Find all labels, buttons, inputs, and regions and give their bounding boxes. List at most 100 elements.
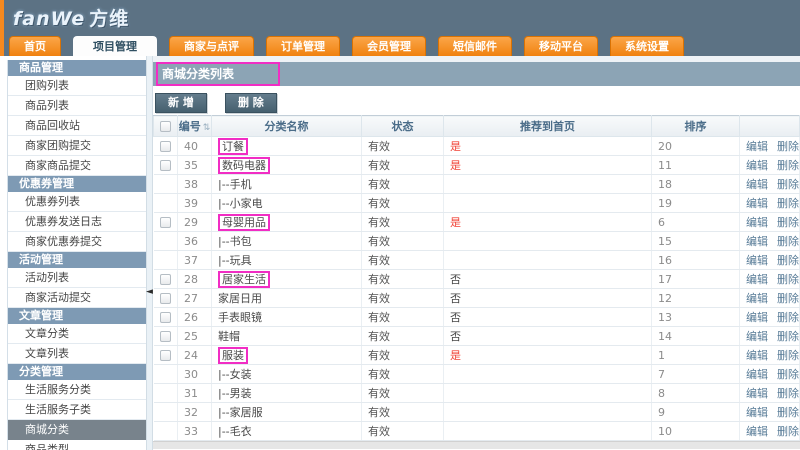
add-button[interactable]: 新 增 [155, 93, 207, 113]
content-titlebar: 商城分类列表 [153, 62, 800, 86]
nav-tab[interactable]: 短信邮件 [438, 36, 512, 56]
table-header-row: 编号 ⇅ 分类名称 状态 推荐到首页 排序 [153, 115, 800, 137]
row-actions-cell: 编辑 删除 [739, 326, 800, 346]
delete-link[interactable]: 删除 [777, 368, 799, 381]
row-id: 35 [177, 155, 212, 175]
delete-button[interactable]: 删 除 [224, 93, 277, 113]
edit-link[interactable]: 编辑 [746, 273, 768, 286]
row-recommend: 是 [443, 136, 652, 156]
header-id-label: 编号 [178, 120, 201, 133]
delete-link[interactable]: 删除 [777, 311, 799, 324]
sidebar-item[interactable]: 文章列表 [8, 344, 146, 364]
edit-link[interactable]: 编辑 [746, 368, 768, 381]
select-all-checkbox[interactable] [160, 120, 171, 132]
sidebar-item[interactable]: 商城分类 [8, 420, 146, 440]
row-checkbox[interactable] [159, 159, 171, 171]
row-checkbox[interactable] [159, 292, 171, 304]
edit-link[interactable]: 编辑 [746, 197, 768, 210]
row-name-cell: 订餐 [211, 136, 362, 156]
row-checkbox[interactable] [159, 311, 171, 323]
row-checkbox[interactable] [159, 330, 171, 342]
nav-tab[interactable]: 项目管理 [73, 36, 157, 56]
edit-link[interactable]: 编辑 [746, 140, 768, 153]
main-content: 商城分类列表 新 增 删 除 编号 ⇅ 分类名称 [153, 56, 800, 450]
sidebar-splitter[interactable]: ◄ [146, 56, 153, 450]
nav-tab[interactable]: 系统设置 [610, 36, 684, 56]
row-actions-cell: 编辑 删除 [739, 174, 800, 194]
sidebar-item[interactable]: 优惠券发送日志 [8, 212, 146, 232]
sidebar-item[interactable]: 生活服务子类 [8, 400, 146, 420]
row-recommend: 是 [443, 345, 652, 365]
edit-link[interactable]: 编辑 [746, 235, 768, 248]
edit-link[interactable]: 编辑 [746, 311, 768, 324]
sort-icon[interactable]: ⇅ [202, 123, 211, 133]
category-table-body: 40 订餐 有效是 20 编辑 删除 35 数码电器 有效是 11 编辑 删除 38 |--手机 有效 18 编… [153, 136, 800, 441]
sidebar-item[interactable]: 商家团购提交 [8, 136, 146, 156]
sidebar-item[interactable]: 优惠券列表 [8, 192, 146, 212]
nav-tab[interactable]: 商家与点评 [169, 36, 254, 56]
delete-link[interactable]: 删除 [777, 273, 799, 286]
delete-link[interactable]: 删除 [777, 178, 799, 191]
row-status: 有效 [361, 345, 444, 365]
delete-link[interactable]: 删除 [777, 387, 799, 400]
nav-tab[interactable]: 首页 [9, 36, 61, 56]
category-name: |--毛衣 [218, 425, 252, 438]
nav-tab[interactable]: 订单管理 [266, 36, 340, 56]
sidebar-item[interactable]: 生活服务分类 [8, 380, 146, 400]
sidebar-section-title: 活动管理 [8, 252, 146, 268]
header-id[interactable]: 编号 ⇅ [177, 115, 212, 137]
edit-link[interactable]: 编辑 [746, 292, 768, 305]
edit-link[interactable]: 编辑 [746, 330, 768, 343]
sidebar-item[interactable]: 商品回收站 [8, 116, 146, 136]
edit-link[interactable]: 编辑 [746, 178, 768, 191]
row-sort: 14 [651, 326, 740, 346]
sidebar-item[interactable]: 商家优惠券提交 [8, 232, 146, 252]
sidebar-item[interactable]: 团购列表 [8, 76, 146, 96]
row-recommend [443, 383, 652, 403]
edit-link[interactable]: 编辑 [746, 159, 768, 172]
delete-link[interactable]: 删除 [777, 349, 799, 362]
edit-link[interactable]: 编辑 [746, 406, 768, 419]
sidebar-item[interactable]: 文章分类 [8, 324, 146, 344]
delete-link[interactable]: 删除 [777, 235, 799, 248]
row-actions-cell: 编辑 删除 [739, 193, 800, 213]
delete-link[interactable]: 删除 [777, 159, 799, 172]
row-checkbox[interactable] [159, 216, 171, 228]
edit-link[interactable]: 编辑 [746, 425, 768, 438]
edit-link[interactable]: 编辑 [746, 216, 768, 229]
row-name-cell: |--家居服 [211, 402, 362, 422]
row-status: 有效 [361, 326, 444, 346]
sidebar-item[interactable]: 商家商品提交 [8, 156, 146, 176]
collapse-sidebar-icon[interactable]: ◄ [146, 287, 153, 297]
delete-link[interactable]: 删除 [777, 292, 799, 305]
delete-link[interactable]: 删除 [777, 254, 799, 267]
table-row: 31 |--男装 有效 8 编辑 删除 [153, 383, 800, 403]
row-checkbox[interactable] [159, 349, 171, 361]
row-checkbox[interactable] [159, 273, 171, 285]
nav-tab[interactable]: 会员管理 [352, 36, 426, 56]
nav-tab[interactable]: 移动平台 [524, 36, 598, 56]
delete-link[interactable]: 删除 [777, 197, 799, 210]
sidebar: 商品管理 团购列表 商品列表 商品回收站 商家团购提交 商家商品提交 优惠券管理 优惠券列表优… [0, 56, 146, 450]
category-name: |--书包 [218, 235, 252, 248]
brand-logo-cn: 方维 [89, 8, 130, 30]
delete-link[interactable]: 删除 [777, 330, 799, 343]
table-row: 24 服装 有效是 1 编辑 删除 [153, 345, 800, 365]
delete-link[interactable]: 删除 [777, 406, 799, 419]
edit-link[interactable]: 编辑 [746, 254, 768, 267]
sidebar-item[interactable]: 商品列表 [8, 96, 146, 116]
sidebar-item[interactable]: 活动列表 [8, 268, 146, 288]
row-status: 有效 [361, 231, 444, 251]
sidebar-item[interactable]: 商家活动提交 [8, 288, 146, 308]
edit-link[interactable]: 编辑 [746, 349, 768, 362]
row-checkbox[interactable] [159, 140, 171, 152]
sidebar-item[interactable]: 商品类型 [8, 440, 146, 450]
delete-link[interactable]: 删除 [777, 216, 799, 229]
row-actions-cell: 编辑 删除 [739, 250, 800, 270]
delete-link[interactable]: 删除 [777, 140, 799, 153]
row-recommend: 是 [443, 155, 652, 175]
edit-link[interactable]: 编辑 [746, 387, 768, 400]
table-row: 38 |--手机 有效 18 编辑 删除 [153, 174, 800, 194]
delete-link[interactable]: 删除 [777, 425, 799, 438]
header-actions [739, 115, 800, 137]
